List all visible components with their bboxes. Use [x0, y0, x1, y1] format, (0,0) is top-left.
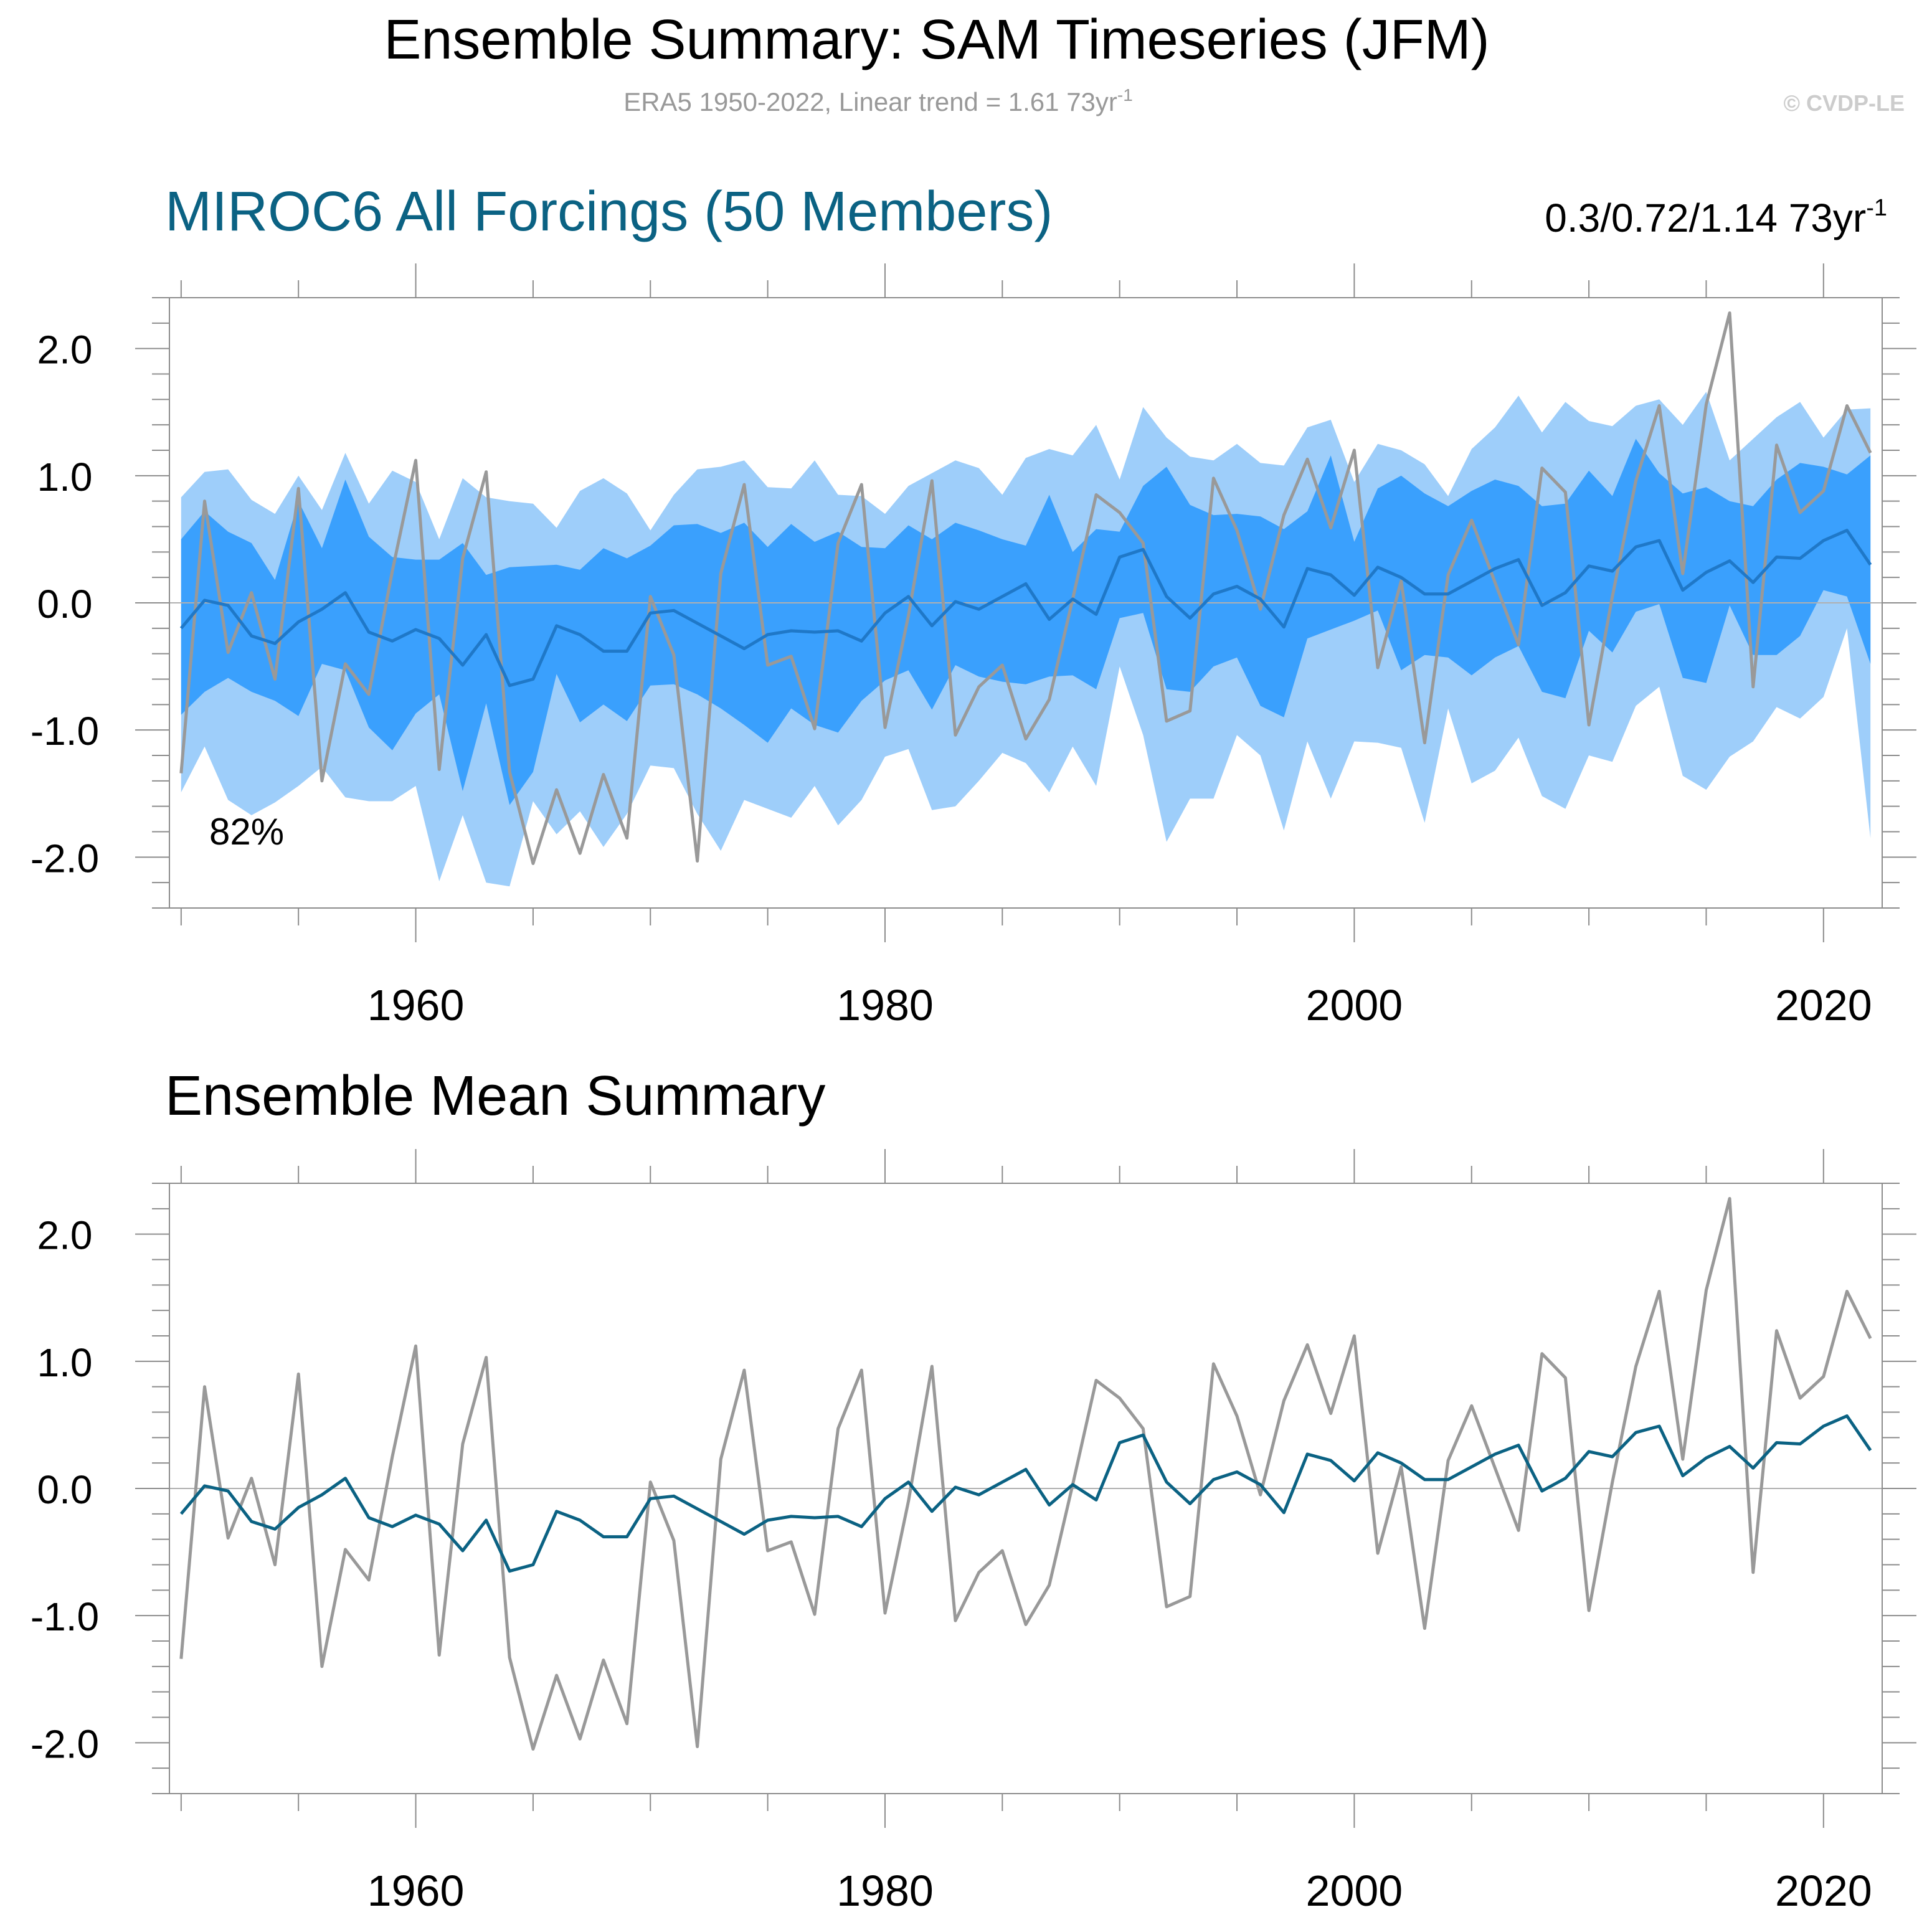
- top-xtick-label: 2020: [1775, 981, 1872, 1029]
- bottom-xtick-label: 1960: [367, 1866, 465, 1915]
- bottom-xtick-label: 1980: [836, 1866, 934, 1915]
- top-xtick-label: 1960: [367, 981, 465, 1029]
- figure-title: Ensemble Summary: SAM Timeseries (JFM): [384, 9, 1489, 71]
- top-panel-trend: 0.3/0.72/1.14 73yr-1: [1545, 195, 1887, 240]
- bottom-panel-title: Ensemble Mean Summary: [165, 1065, 825, 1127]
- bottom-xtick-label: 2000: [1306, 1866, 1403, 1915]
- figure-subtitle-sup: -1: [1117, 85, 1133, 105]
- bottom-ytick-label: 2.0: [37, 1213, 93, 1258]
- top-panel-plot: 2.0 1.0 0.0 -1.0 -2.0 1960 1980 2000 2020 82%: [31, 263, 1916, 1029]
- top-panel-title: MIROC6 All Forcings (50 Members): [165, 181, 1053, 243]
- top-ytick-label: 0.0: [37, 582, 93, 627]
- top-panel-trend-sup: -1: [1866, 195, 1887, 221]
- bottom-ytick-label: 1.0: [37, 1340, 93, 1385]
- top-plot-area: [169, 311, 1882, 887]
- watermark: © CVDP-LE: [1783, 90, 1905, 116]
- top-ytick-label: 1.0: [37, 455, 93, 499]
- bottom-ytick-label: -2.0: [31, 1721, 99, 1766]
- bottom-xtick-label: 2020: [1775, 1866, 1872, 1915]
- top-ytick-label: 2.0: [37, 328, 93, 372]
- bottom-series-ensemble-mean: [179, 1414, 1872, 1573]
- bottom-plot-area: [169, 1197, 1882, 1751]
- bottom-ytick-label: 0.0: [37, 1467, 93, 1512]
- top-band-inner: [181, 438, 1871, 805]
- top-panel-trend-main: 0.3/0.72/1.14 73yr: [1545, 196, 1866, 240]
- top-annotation: 82%: [209, 811, 284, 853]
- bottom-series-observed: [179, 1197, 1872, 1751]
- figure-subtitle-main: ERA5 1950-2022, Linear trend = 1.61 73yr: [623, 87, 1117, 116]
- bottom-ytick-label: -1.0: [31, 1594, 99, 1639]
- top-xtick-label: 1980: [836, 981, 934, 1029]
- figure-subtitle: ERA5 1950-2022, Linear trend = 1.61 73yr…: [623, 85, 1133, 116]
- top-ytick-label: -1.0: [31, 709, 99, 754]
- top-series-ensemble-mean: [179, 529, 1872, 688]
- top-xtick-label: 2000: [1306, 981, 1403, 1029]
- top-series-observed: [179, 311, 1872, 865]
- top-ytick-label: -2.0: [31, 836, 99, 881]
- bottom-panel-plot: 2.0 1.0 0.0 -1.0 -2.0 1960 1980 2000 2020: [31, 1149, 1916, 1915]
